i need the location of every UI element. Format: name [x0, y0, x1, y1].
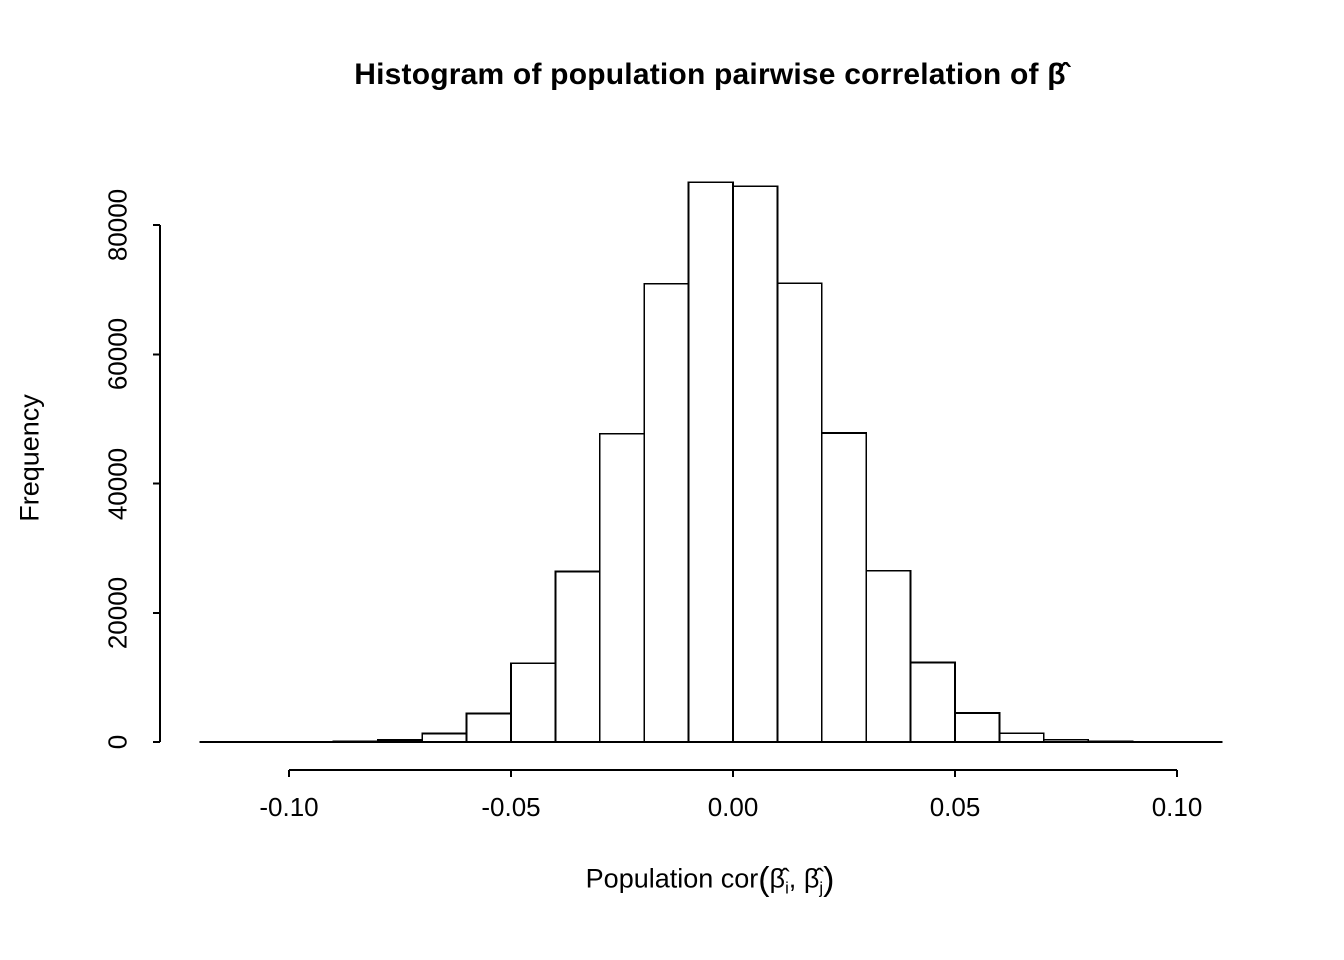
histogram-bar	[732, 185, 779, 743]
x-label-close-paren: )	[823, 860, 835, 898]
x-label-open-paren: (	[758, 860, 770, 898]
x-tick-label: 0.00	[707, 792, 759, 822]
histogram-bar	[598, 432, 646, 743]
x-label-sub-j: j	[819, 878, 824, 898]
histogram-bar	[554, 570, 601, 743]
x-tick-label: 0.10	[1151, 792, 1203, 822]
histogram-bar	[643, 282, 690, 743]
histogram-bar	[998, 732, 1045, 743]
y-tick-label: 20000	[102, 576, 133, 649]
histogram-bar	[1042, 738, 1090, 743]
histogram-bar	[865, 569, 912, 743]
x-label-prefix: Population cor	[585, 863, 759, 894]
x-label-comma: ,	[788, 863, 804, 894]
x-axis-label: Population cor(β̂i, β̂j)	[198, 860, 1222, 899]
histogram-bar	[332, 740, 379, 743]
x-tick-label: -0.10	[259, 792, 319, 822]
histogram-bar	[954, 712, 1001, 743]
histogram-bar	[776, 282, 823, 743]
histogram-bar	[687, 181, 734, 743]
histogram-bar	[909, 661, 956, 743]
histogram-bar	[510, 662, 557, 743]
chart-title: Histogram of population pairwise correla…	[354, 58, 1066, 91]
y-tick-label: 0	[102, 734, 133, 750]
x-tick-label: -0.05	[481, 792, 541, 822]
histogram-bar	[376, 738, 424, 743]
y-axis-label: Frequency	[14, 394, 45, 522]
y-tick-label: 60000	[102, 318, 133, 391]
histogram-bar	[465, 712, 512, 743]
histogram-bar	[820, 432, 868, 743]
x-label-beta-i: β̂	[769, 863, 786, 894]
x-label-beta-j: β̂	[803, 863, 820, 894]
x-tick-label: 0.05	[929, 792, 981, 822]
histogram-bar	[421, 732, 468, 743]
y-tick-label: 40000	[102, 447, 133, 520]
x-label-sub-i: i	[785, 878, 789, 898]
histogram-bar	[1087, 740, 1134, 743]
y-tick-label: 80000	[102, 188, 133, 262]
